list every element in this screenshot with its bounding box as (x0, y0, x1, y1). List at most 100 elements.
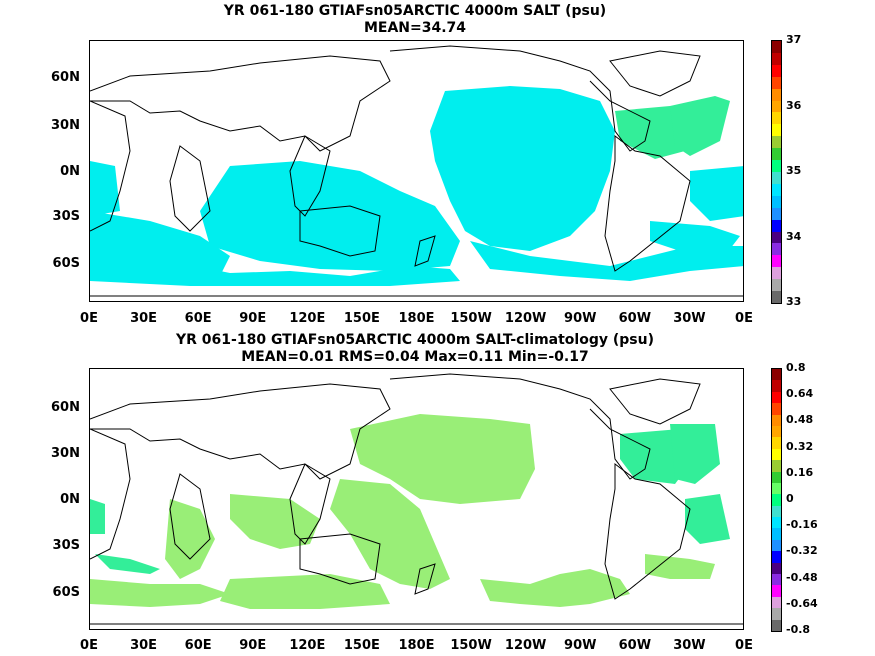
panel2-title-line1: YR 061-180 GTIAFsn05ARCTIC 4000m SALT-cl… (176, 332, 654, 348)
panel2-map (89, 368, 744, 630)
panel2-colorbar-swatch (772, 391, 781, 404)
panel1-colorbar-swatch (772, 160, 781, 172)
panel1-lat-30s: 30S (52, 209, 80, 224)
panel1-lon-label: 150E (343, 311, 380, 326)
panel1-colorbar-swatch (772, 88, 781, 101)
panel1-map (89, 40, 744, 302)
panel1-colorbar-label: 37 (786, 33, 802, 46)
panel2-colorbar-label: 0.32 (786, 439, 814, 453)
panel2-colorbar-label: 0.64 (786, 387, 814, 401)
panel2-title-line2: MEAN=0.01 RMS=0.04 Max=0.11 Min=-0.17 (241, 349, 589, 365)
panel2-colorbar (771, 368, 782, 632)
panel1-lon-label: 90W (564, 311, 597, 326)
panel2-colorbar-swatch (772, 517, 781, 529)
panel2-lat-30s: 30S (52, 538, 80, 553)
panel1-colorbar-swatch (772, 267, 781, 280)
panel1-colorbar-swatch (772, 52, 781, 65)
panel1-colorbar-swatch (772, 124, 781, 137)
panel1-colorbar-swatch (772, 195, 781, 208)
panel1-colorbar-label: 36 (786, 98, 802, 112)
panel2-colorbar-swatch (772, 596, 781, 609)
panel2-lat-60n: 60N (51, 400, 80, 415)
panel2-colorbar-swatch (772, 414, 781, 426)
panel1-lon-label: 180E (398, 311, 435, 326)
panel2-colorbar-label: 0.48 (786, 413, 814, 427)
panel1-salinity-field (90, 86, 743, 286)
panel2-colorbar-swatch (772, 562, 781, 575)
panel2-colorbar-label: -0.32 (786, 544, 818, 558)
panel1-lat-60s: 60S (52, 256, 80, 271)
panel2-lat-0n: 0N (60, 492, 80, 507)
panel2-lon-label: 120E (289, 638, 326, 653)
panel1-lon-label: 60E (184, 311, 212, 326)
panel1-colorbar-swatch (772, 291, 781, 303)
panel2-lon-label: 120W (504, 638, 547, 653)
panel2-colorbar-swatch (772, 551, 781, 563)
panel2-colorbar-label: 0.8 (786, 361, 806, 374)
panel1-colorbar-swatch (772, 76, 781, 89)
panel1-lon-label: 30W (673, 311, 706, 326)
panel1-colorbar-label: 34 (786, 229, 802, 243)
panel2-lon-label: 60W (618, 638, 652, 653)
panel1-lat-30n: 30N (51, 118, 80, 133)
panel2-colorbar-swatch (772, 437, 781, 449)
panel2-colorbar-label: -0.64 (786, 596, 818, 610)
panel2-lon-label: 30W (673, 638, 706, 653)
panel1-lon-label: 0E (735, 311, 753, 326)
panel2-lon-label: 60E (184, 638, 212, 653)
panel1-lon-label: 0E (80, 311, 98, 326)
panel2-colorbar-swatch (772, 539, 781, 552)
panel1-map-svg (90, 45, 743, 297)
panel1-coastlines (90, 45, 743, 297)
panel2-title: YR 061-180 GTIAFsn05ARCTIC 4000m SALT-cl… (0, 332, 830, 366)
panel2-lat-30n: 30N (51, 446, 80, 461)
panel1-title-line2: MEAN=34.74 (363, 20, 467, 36)
panel2-coastlines (90, 373, 743, 625)
panel2-colorbar-swatch (772, 403, 781, 415)
panel1-colorbar-swatch (772, 41, 781, 53)
panel2-lon-label: 90W (564, 638, 597, 653)
panel2-colorbar-swatch (772, 471, 781, 483)
panel2-colorbar-swatch (772, 460, 781, 472)
panel2-colorbar-label: 0.16 (786, 465, 814, 479)
panel2-lon-label: 150E (343, 638, 380, 653)
panel2-colorbar-swatch (772, 528, 781, 540)
panel1-colorbar-swatch (772, 231, 781, 244)
panel2-lon-label: 90E (239, 638, 267, 653)
panel2-colorbar-swatch (772, 619, 781, 631)
panel1-colorbar-swatch (772, 148, 781, 161)
panel1-colorbar-swatch (772, 183, 781, 196)
panel1-title: YR 061-180 GTIAFsn05ARCTIC 4000m SALT (p… (0, 3, 830, 37)
panel2-anomaly-field (90, 414, 730, 609)
panel1-colorbar-label: 35 (786, 164, 802, 177)
panel2-lon-label: 150W (450, 638, 492, 653)
panel1-title-line1: YR 061-180 GTIAFsn05ARCTIC 4000m SALT (p… (223, 3, 607, 19)
panel1-lon-label: 90E (239, 311, 267, 326)
panel1-colorbar-swatch (772, 136, 781, 149)
panel2-lon-label: 180E (398, 638, 435, 653)
panel1-lat-60n: 60N (51, 70, 80, 85)
panel1-colorbar-swatch (772, 255, 781, 268)
panel2-colorbar-label: -0.48 (786, 570, 818, 584)
panel2-colorbar-swatch (772, 482, 781, 495)
panel1-colorbar-swatch (772, 219, 781, 232)
panel1-colorbar-swatch (772, 207, 781, 220)
panel2-lon-label: 0E (735, 638, 753, 653)
panel1-lon-label: 120W (504, 311, 547, 326)
panel2-colorbar-swatch (772, 608, 781, 620)
panel2-colorbar-swatch (772, 505, 781, 518)
panel1-colorbar (771, 40, 782, 304)
panel1-lon-label: 60W (618, 311, 652, 326)
panel2-colorbar-swatch (772, 574, 781, 586)
panel1-colorbar-swatch (772, 279, 781, 292)
panel1-colorbar-swatch (772, 112, 781, 125)
panel2-colorbar-label: -0.16 (786, 518, 818, 532)
panel2-colorbar-swatch (772, 448, 781, 461)
panel2-colorbar-label: -0.8 (786, 623, 811, 636)
panel1-lat-0n: 0N (60, 164, 80, 179)
panel1-colorbar-swatch (772, 171, 781, 184)
panel2-map-svg (90, 373, 743, 625)
panel2-colorbar-swatch (772, 369, 781, 381)
panel2-lon-label: 30E (130, 638, 158, 653)
panel2-lon-label: 0E (80, 638, 98, 653)
